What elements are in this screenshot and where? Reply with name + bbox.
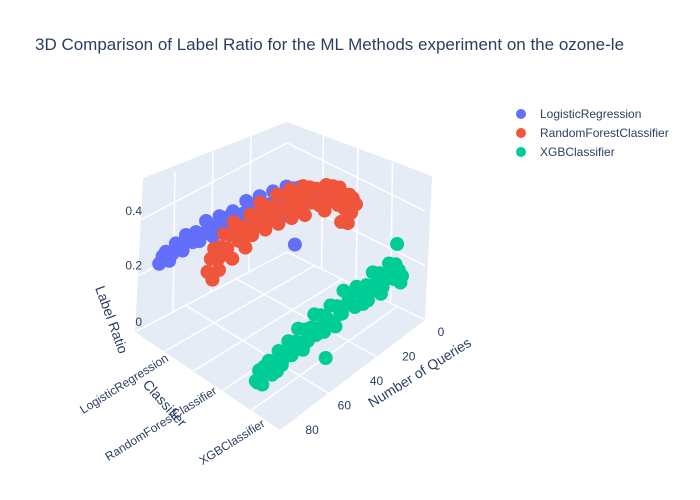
data-point-logisticregression xyxy=(152,256,167,271)
x-tick-label: 0 xyxy=(438,325,445,339)
data-point-xgbclassifier xyxy=(291,321,306,336)
legend-marker xyxy=(516,147,526,157)
z-tick-label: 0 xyxy=(135,315,142,329)
legend-item-randomforestclassifier[interactable]: RandomForestClassifier xyxy=(516,126,669,140)
data-point-xgbclassifier xyxy=(367,283,382,298)
x-tick-label: 20 xyxy=(402,349,416,363)
x-tick-label: 40 xyxy=(370,374,384,388)
chart-title: 3D Comparison of Label Ratio for the ML … xyxy=(35,35,624,54)
data-point-logisticregression xyxy=(179,228,193,242)
data-point-randomforestclassifier xyxy=(278,201,292,216)
data-point-xgbclassifier xyxy=(282,335,297,350)
legend-label: RandomForestClassifier xyxy=(540,126,669,140)
data-point-randomforestclassifier xyxy=(205,272,220,287)
data-points xyxy=(152,178,409,392)
x-tick-label: 60 xyxy=(338,398,352,412)
data-point-randomforestclassifier xyxy=(264,207,279,222)
floor-grid-line xyxy=(163,264,315,353)
data-point-randomforestclassifier xyxy=(226,215,241,230)
legend-item-logisticregression[interactable]: LogisticRegression xyxy=(516,107,641,121)
data-point-randomforestclassifier xyxy=(334,214,349,229)
data-point-randomforestclassifier xyxy=(251,213,266,228)
legend-marker xyxy=(516,109,526,119)
data-point-xgbclassifier xyxy=(334,306,349,321)
legend-label: XGBClassifier xyxy=(540,145,615,159)
data-point-xgbclassifier xyxy=(380,271,395,286)
data-point-xgbclassifier xyxy=(365,265,380,280)
x-tick-label: 80 xyxy=(305,423,319,437)
data-point-xgbclassifier xyxy=(315,309,330,324)
floor-grid-line xyxy=(185,304,329,394)
data-point-xgbclassifier xyxy=(382,256,396,271)
floor-grid-line xyxy=(192,278,343,372)
z-axis-title: Label Ratio xyxy=(92,284,131,356)
z-grid-line-left xyxy=(134,142,288,224)
z-grid-line-right xyxy=(286,142,426,212)
z-tick-label: 0.4 xyxy=(125,204,142,218)
legend-label: LogisticRegression xyxy=(540,107,641,121)
data-point-randomforestclassifier xyxy=(218,247,233,262)
data-point-xgbclassifier xyxy=(323,298,338,313)
data-point-randomforestclassifier xyxy=(291,198,306,213)
data-point-randomforestclassifier xyxy=(217,227,231,242)
data-point-xgbclassifier xyxy=(354,287,369,302)
data-point-xgbclassifier xyxy=(341,293,356,308)
data-point-logisticregression xyxy=(287,237,302,252)
data-point-xgbclassifier xyxy=(276,351,291,366)
z-tick-label: 0.2 xyxy=(125,258,142,272)
data-point-randomforestclassifier xyxy=(245,228,260,243)
data-point-xgbclassifier xyxy=(318,351,333,365)
floor-grid-line xyxy=(235,278,378,358)
data-point-randomforestclassifier xyxy=(253,195,268,210)
data-point-randomforestclassifier xyxy=(304,195,319,210)
legend-item-xgbclassifier[interactable]: XGBClassifier xyxy=(516,145,615,159)
y-tick-label: XGBClassifier xyxy=(197,416,268,467)
data-point-xgbclassifier xyxy=(302,324,317,339)
data-point-logisticregression xyxy=(199,214,214,228)
data-point-xgbclassifier xyxy=(390,237,405,251)
data-point-randomforestclassifier xyxy=(231,233,246,248)
plot-scene[interactable]: 00.20.4LogisticRegressionRandomForestCla… xyxy=(77,122,445,468)
data-point-logisticregression xyxy=(239,194,254,208)
data-point-xgbclassifier xyxy=(257,359,271,374)
data-point-xgbclassifier xyxy=(250,375,265,390)
legend[interactable]: LogisticRegression RandomForestClassifie… xyxy=(516,107,669,159)
legend-marker xyxy=(516,128,526,138)
z-grid-line-left xyxy=(134,251,288,333)
data-point-randomforestclassifier xyxy=(203,251,218,266)
data-point-randomforestclassifier xyxy=(269,187,284,202)
